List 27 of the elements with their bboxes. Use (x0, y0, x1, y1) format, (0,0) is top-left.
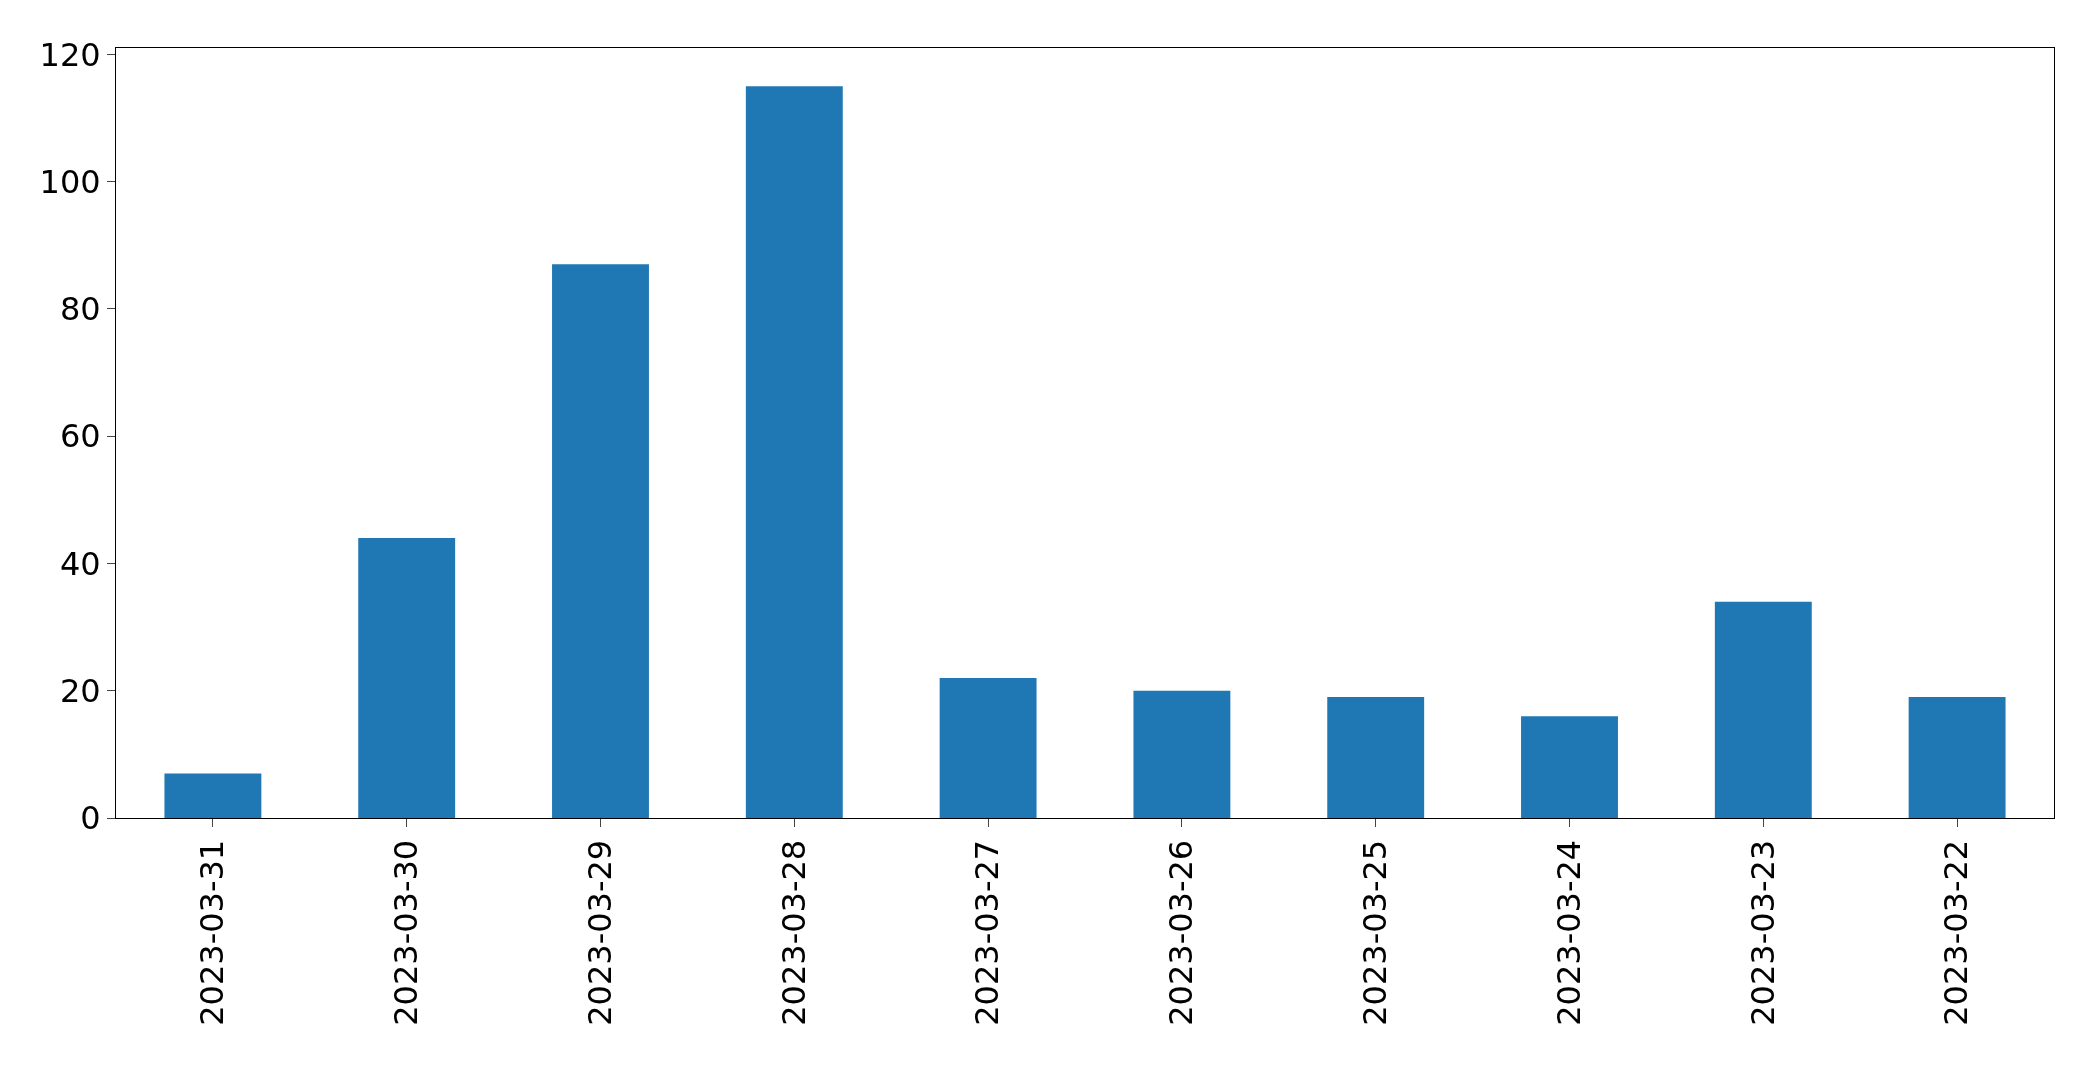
x-tick-label: 2023-03-22 (1937, 839, 1976, 1026)
y-tick-label: 0 (80, 799, 101, 838)
bar (1521, 716, 1618, 818)
x-tick-label: 2023-03-23 (1743, 839, 1782, 1026)
bar (1714, 601, 1812, 818)
x-tick-label: 2023-03-30 (387, 839, 426, 1026)
bar (164, 773, 262, 818)
bar (552, 264, 649, 818)
x-tick-label: 2023-03-28 (774, 839, 813, 1026)
bar (1327, 697, 1425, 818)
y-tick-label: 100 (39, 162, 101, 201)
x-tick-label: 2023-03-27 (968, 839, 1007, 1026)
x-tick-label: 2023-03-26 (1162, 839, 1201, 1026)
y-tick-label: 40 (59, 544, 101, 583)
bar (939, 678, 1037, 818)
x-tick-label: 2023-03-31 (193, 839, 232, 1026)
y-tick-label: 20 (59, 671, 101, 710)
y-tick-label: 80 (59, 290, 101, 329)
x-tick-label: 2023-03-29 (580, 839, 619, 1026)
bar (1908, 697, 2006, 818)
x-tick-label: 2023-03-24 (1549, 839, 1588, 1026)
bar (745, 86, 843, 818)
y-tick-label: 120 (39, 35, 101, 74)
y-tick-label: 60 (59, 417, 101, 456)
bar (358, 538, 456, 818)
bar (1133, 690, 1231, 818)
x-tick-label: 2023-03-25 (1356, 839, 1395, 1026)
